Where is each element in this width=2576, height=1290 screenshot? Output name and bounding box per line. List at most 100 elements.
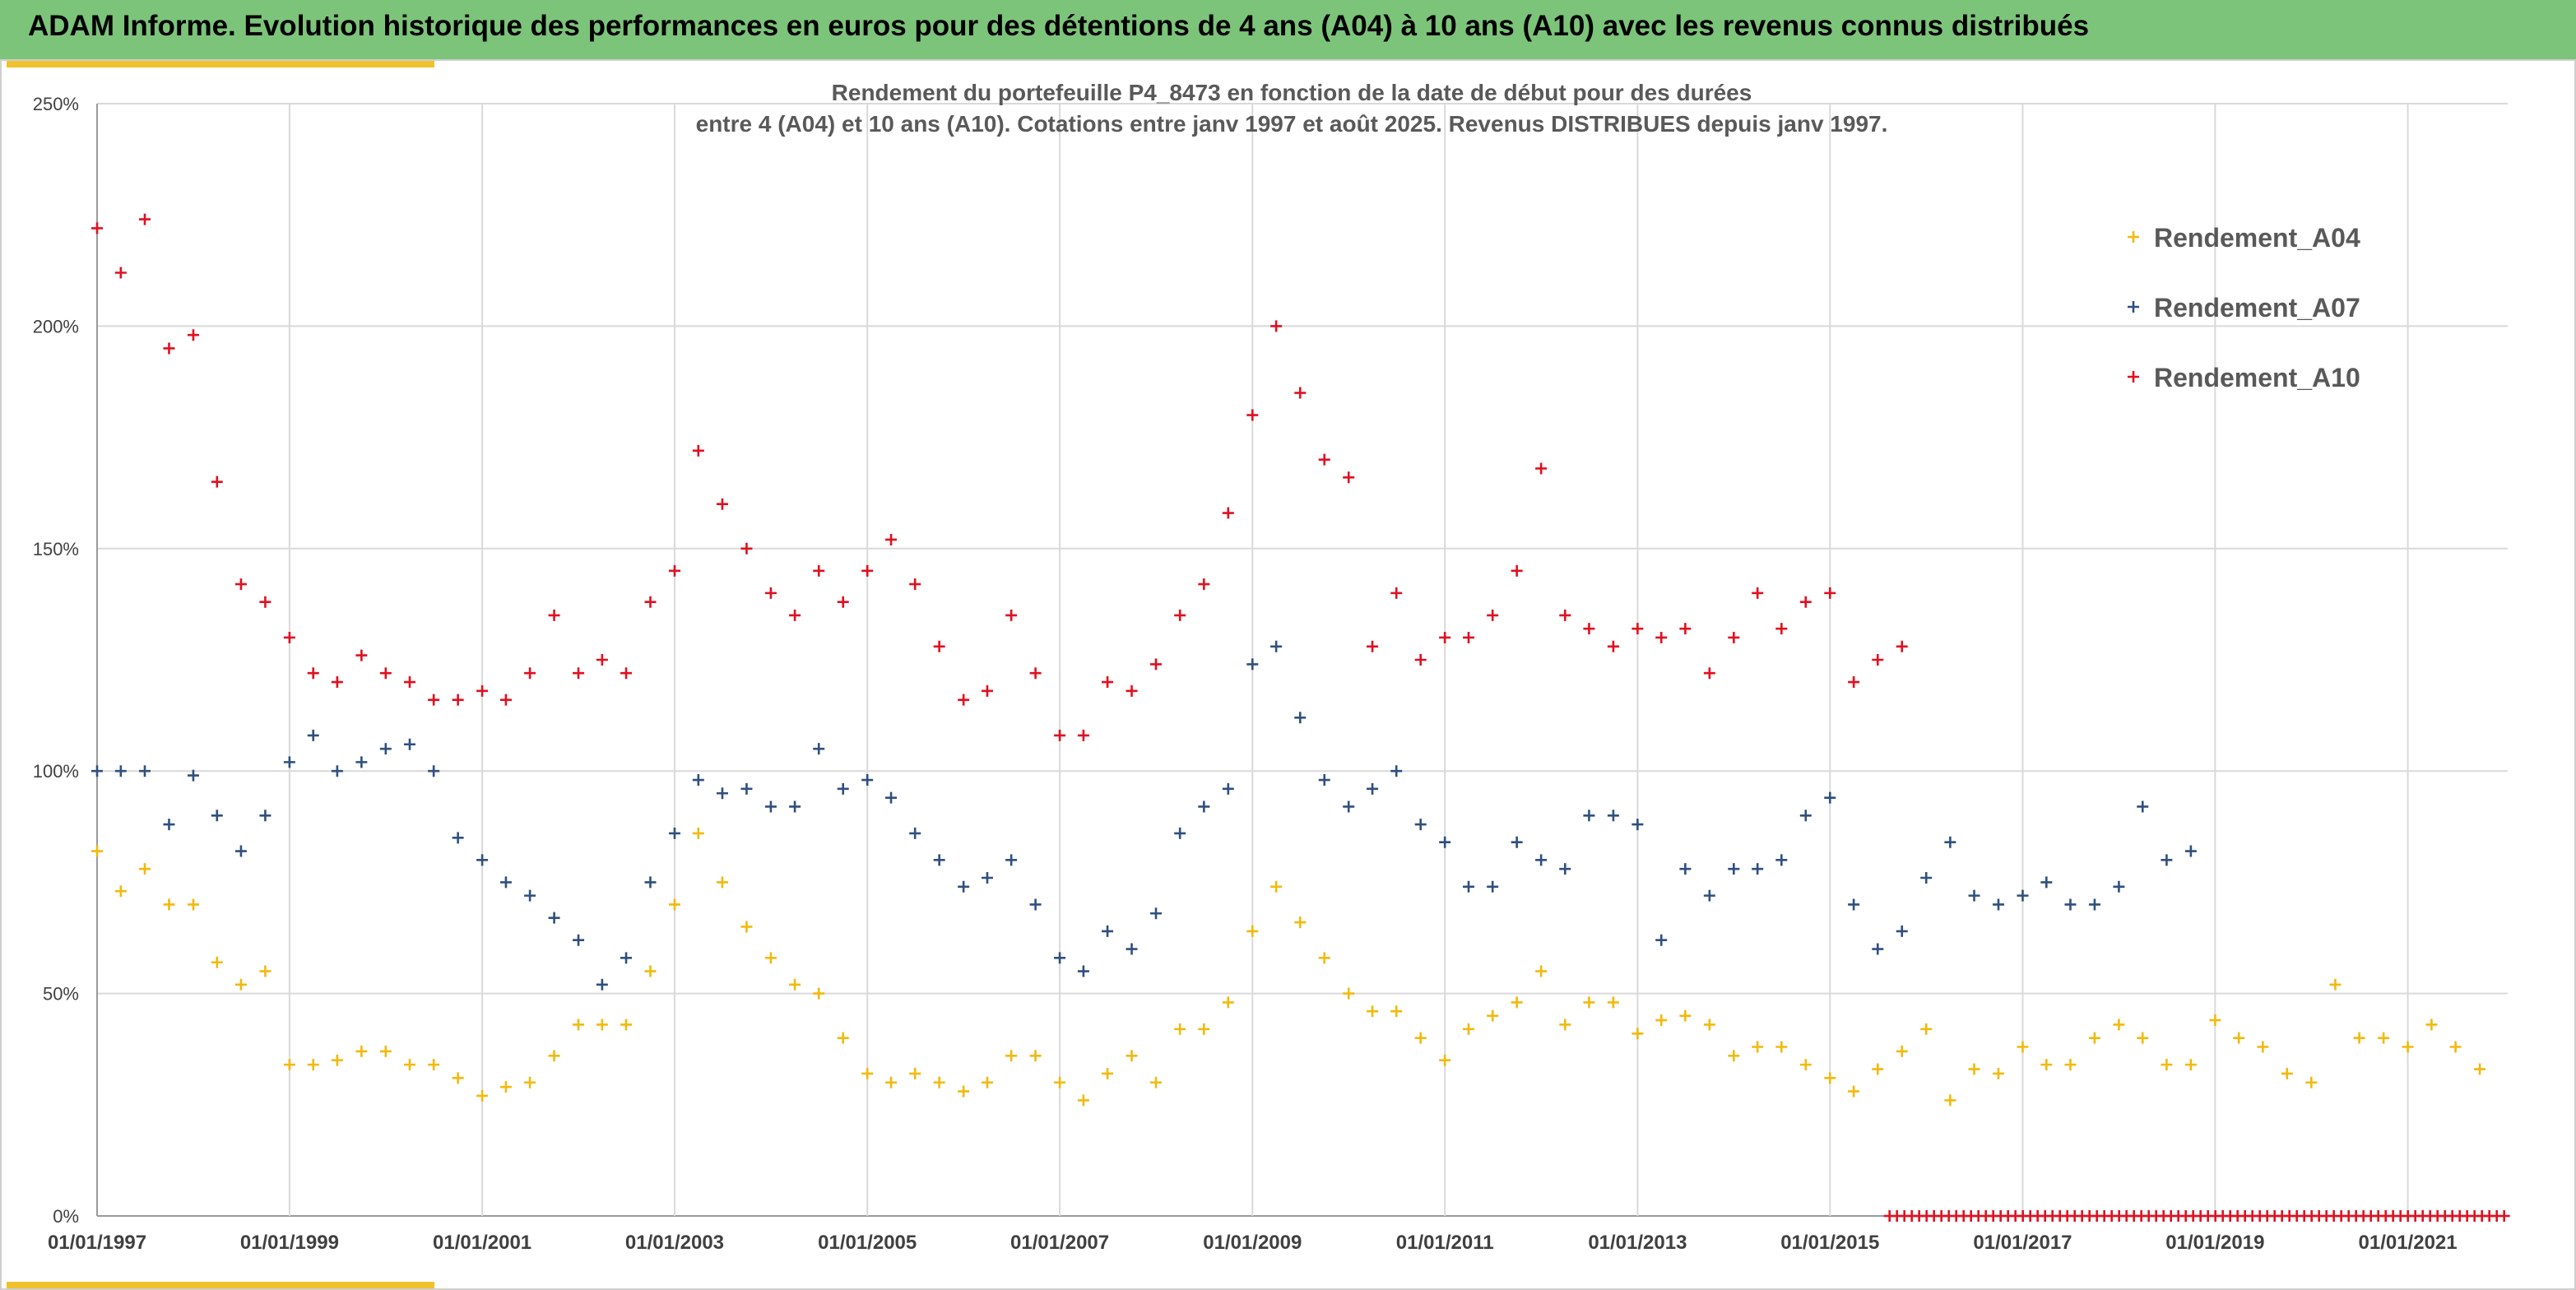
data-point-A10: [163, 342, 175, 355]
data-point-A07: [1487, 880, 1499, 893]
data-point-A07: [1246, 658, 1259, 671]
data-point-A04: [1390, 1005, 1403, 1018]
y-tick-label: 200%: [33, 316, 79, 336]
data-point-A04: [1559, 1019, 1571, 1031]
data-point-A07: [234, 845, 247, 857]
chart-frame: [0, 59, 2576, 1290]
data-point-A04: [958, 1085, 970, 1097]
data-point-A04: [2137, 1032, 2149, 1044]
data-point-A07: [1679, 863, 1692, 875]
data-point-A07: [379, 743, 392, 755]
data-point-A04: [764, 952, 777, 964]
data-point-A10: [1824, 587, 1836, 599]
data-point-A10: [1631, 623, 1644, 635]
data-point-A04: [981, 1076, 993, 1088]
data-point-A07: [1752, 863, 1764, 875]
data-point-A10: [379, 667, 392, 680]
data-point-A10: [1390, 587, 1403, 599]
data-point-A04: [861, 1067, 874, 1079]
data-point-A04: [259, 965, 272, 977]
data-point-A07: [476, 854, 489, 866]
legend-label-A04: Rendement_A04: [2154, 223, 2360, 253]
data-point-A10: [861, 564, 874, 577]
data-point-A04: [1511, 996, 1523, 1009]
data-point-A10: [1077, 729, 1089, 741]
data-point-A10: [1848, 676, 1860, 689]
data-point-A07: [452, 832, 464, 844]
data-point-A10: [259, 596, 272, 608]
x-tick-label: 01/01/2015: [1780, 1232, 1879, 1254]
data-point-A07: [1583, 810, 1595, 822]
data-point-A04: [1655, 1014, 1668, 1027]
data-point-A07: [1029, 898, 1042, 911]
data-point-A04: [355, 1045, 368, 1057]
data-point-A10: [1126, 684, 1138, 697]
data-point-A04: [1872, 1063, 1884, 1075]
data-point-A10: [692, 444, 704, 457]
data-point-A04: [234, 978, 247, 991]
data-point-A07: [764, 800, 777, 813]
data-point-A10: [548, 609, 560, 621]
data-point-A07: [211, 810, 223, 822]
x-tick-label: 01/01/1999: [240, 1232, 339, 1254]
data-point-A04: [379, 1045, 392, 1057]
data-point-A04: [138, 863, 151, 875]
data-point-A04: [1896, 1045, 1908, 1057]
data-point-A04: [2281, 1067, 2293, 1079]
data-point-A04: [403, 1059, 415, 1071]
data-point-A04: [2449, 1041, 2462, 1053]
data-point-A04: [1102, 1067, 1114, 1079]
data-point-A10: [1535, 462, 1548, 475]
data-point-A04: [331, 1054, 343, 1066]
x-tick-label: 01/01/2003: [625, 1232, 724, 1254]
data-point-A10: [283, 631, 295, 643]
data-point-A10: [1270, 320, 1283, 332]
data-point-A04: [668, 898, 680, 911]
chart-title: Rendement du portefeuille P4_8473 en fon…: [832, 80, 1752, 105]
data-point-A04: [2402, 1041, 2414, 1053]
data-point-A07: [1343, 800, 1355, 813]
data-point-A07: [596, 978, 608, 991]
data-point-A10: [1005, 609, 1018, 621]
chart-legend: Rendement_A04 Rendement_A07 Rendement_A10: [2128, 223, 2360, 392]
data-point-A04: [1583, 996, 1595, 1009]
data-point-A07: [1270, 640, 1283, 652]
data-point-A10: [1703, 667, 1715, 680]
data-point-A10: [138, 213, 151, 225]
data-point-A04: [1463, 1023, 1475, 1035]
data-point-A10: [1655, 631, 1668, 643]
data-point-A07: [1872, 943, 1884, 955]
data-point-A07: [668, 827, 680, 839]
data-point-A10: [1102, 676, 1114, 689]
x-tick-label: 01/01/2011: [1396, 1232, 1494, 1254]
data-point-A10: [1439, 631, 1451, 643]
data-point-A10: [1414, 654, 1427, 666]
data-point-A10: [499, 694, 512, 706]
data-point-A10: [211, 476, 223, 488]
data-point-A04: [1126, 1050, 1138, 1062]
data-point-A07: [1414, 819, 1427, 831]
data-point-A10: [1198, 578, 1210, 591]
data-point-A10: [452, 694, 464, 706]
data-point-A10: [1294, 387, 1307, 399]
data-point-A07: [813, 743, 825, 755]
title-banner: ADAM Informe. Evolution historique des p…: [0, 0, 2576, 59]
data-point-A07: [1728, 863, 1740, 875]
data-point-A10: [403, 676, 415, 689]
data-point-A04: [1968, 1063, 1980, 1075]
data-point-A10: [476, 684, 489, 697]
data-point-A10: [307, 667, 319, 680]
data-point-A10: [1775, 623, 1788, 635]
data-point-A04: [548, 1050, 560, 1062]
data-point-A07: [1102, 925, 1114, 937]
data-point-A04: [1077, 1094, 1089, 1107]
data-point-A04: [885, 1076, 898, 1088]
data-point-A04: [1174, 1023, 1186, 1035]
y-tick-label: 0%: [53, 1206, 79, 1227]
data-point-A04: [476, 1089, 489, 1102]
data-point-A04: [933, 1076, 945, 1088]
data-point-A04: [163, 898, 175, 911]
data-point-A07: [692, 774, 704, 787]
x-tick-label: 01/01/2019: [2165, 1232, 2264, 1254]
data-point-A10: [524, 667, 536, 680]
